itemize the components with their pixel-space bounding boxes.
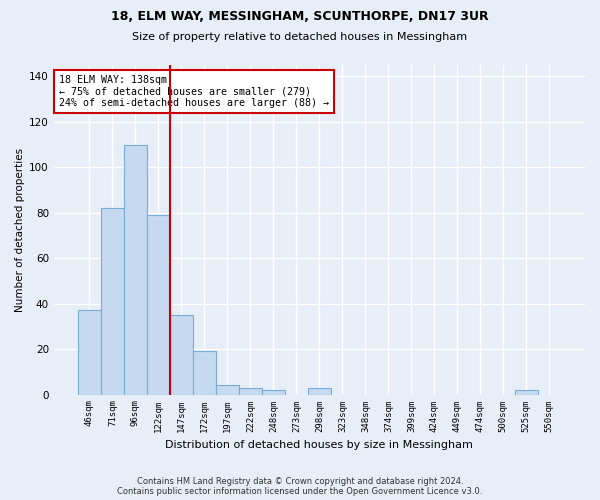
Bar	[515, 390, 538, 394]
Bar	[239, 388, 262, 394]
Text: Contains public sector information licensed under the Open Government Licence v3: Contains public sector information licen…	[118, 487, 482, 496]
Bar	[262, 390, 285, 394]
Bar	[216, 386, 239, 394]
Bar	[124, 144, 147, 394]
Bar	[170, 315, 193, 394]
Bar	[78, 310, 101, 394]
Y-axis label: Number of detached properties: Number of detached properties	[15, 148, 25, 312]
Text: Size of property relative to detached houses in Messingham: Size of property relative to detached ho…	[133, 32, 467, 42]
Bar	[193, 352, 216, 395]
X-axis label: Distribution of detached houses by size in Messingham: Distribution of detached houses by size …	[166, 440, 473, 450]
Bar	[101, 208, 124, 394]
Bar	[308, 388, 331, 394]
Text: 18, ELM WAY, MESSINGHAM, SCUNTHORPE, DN17 3UR: 18, ELM WAY, MESSINGHAM, SCUNTHORPE, DN1…	[111, 10, 489, 23]
Text: 18 ELM WAY: 138sqm
← 75% of detached houses are smaller (279)
24% of semi-detach: 18 ELM WAY: 138sqm ← 75% of detached hou…	[59, 75, 329, 108]
Bar	[147, 215, 170, 394]
Text: Contains HM Land Registry data © Crown copyright and database right 2024.: Contains HM Land Registry data © Crown c…	[137, 477, 463, 486]
